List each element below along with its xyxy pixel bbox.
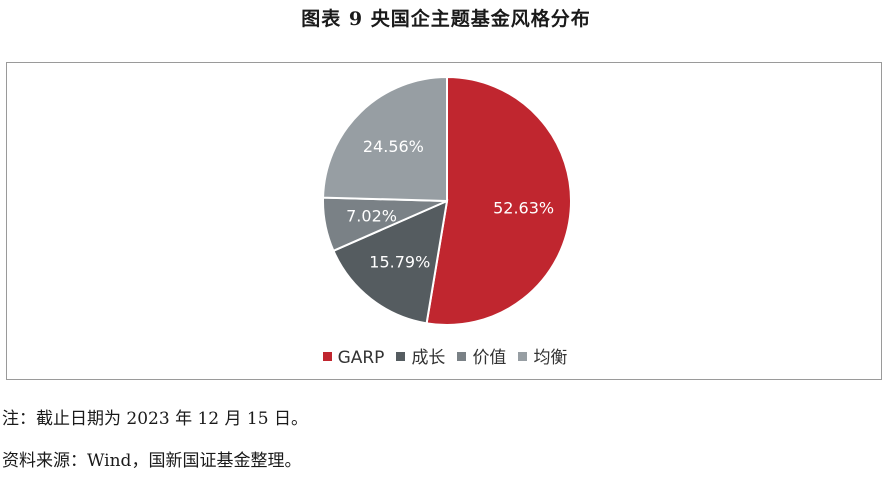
pie-chart: 52.63% 15.79% 7.02% 24.56% [322,75,572,326]
chart-area: 52.63% 15.79% 7.02% 24.56% GARP 成长 价值 均衡 [6,62,882,380]
legend-swatch-garp [322,352,332,361]
pie-slice-balanced [322,75,448,203]
legend-label-garp: GARP [337,348,385,368]
legend-item-value: 价值 [457,343,506,368]
slice-label-value: 7.02% [346,207,397,226]
slice-label-growth: 15.79% [369,253,430,272]
pie-slice-garp [425,75,572,326]
chart-title: 图表 9 央国企主题基金风格分布 [301,8,591,30]
date-note: 注：截止日期为 2023 年 12 月 15 日。 [2,409,308,429]
slice-label-balanced: 24.56% [363,137,424,156]
legend-item-growth: 成长 [396,343,445,368]
legend-item-garp: GARP [322,348,385,368]
source-note: 资料来源：Wind，国新国证基金整理。 [2,451,302,471]
pie-slice-growth [332,199,449,325]
legend-label-growth: 成长 [411,348,446,368]
legend-label-balanced: 均衡 [533,348,568,368]
legend-item-balanced: 均衡 [518,343,567,368]
legend-swatch-balanced [518,352,528,361]
slice-label-garp: 52.63% [493,198,554,217]
legend-label-value: 价值 [472,348,507,368]
legend-swatch-growth [396,352,406,361]
legend-swatch-value [457,352,467,361]
chart-legend: GARP 成长 价值 均衡 [7,343,883,368]
